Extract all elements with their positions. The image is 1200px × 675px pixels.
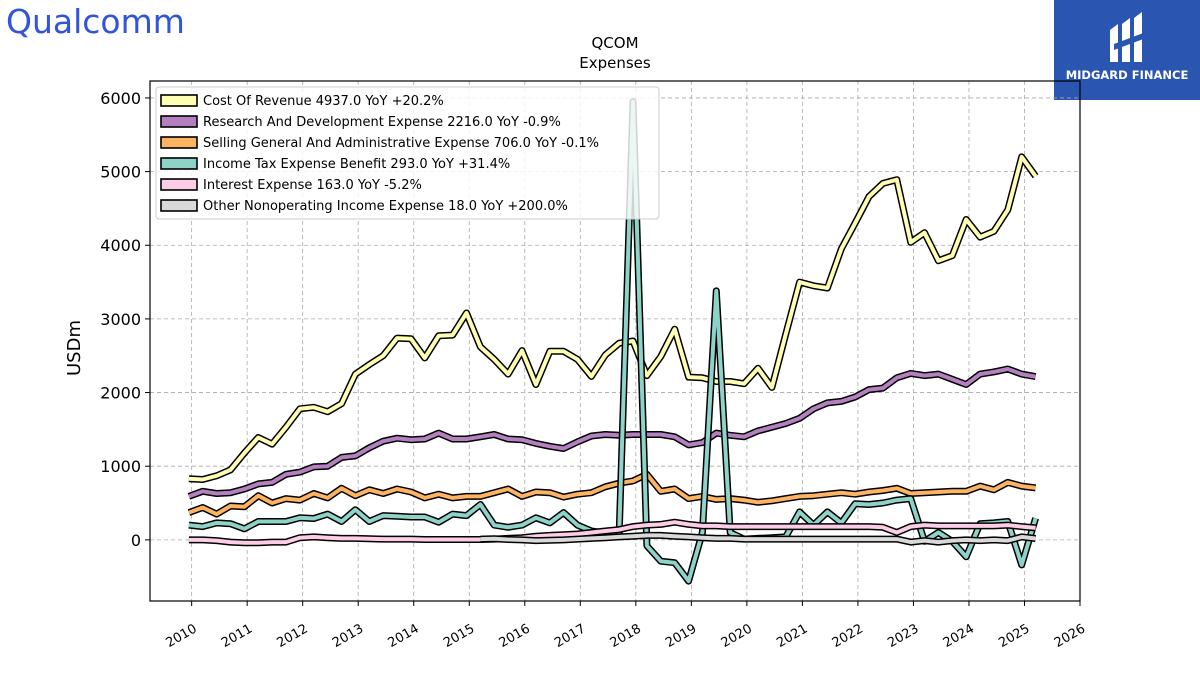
- series-line: [188, 367, 1036, 499]
- series-line: [480, 533, 1036, 545]
- legend-box: [155, 86, 660, 220]
- chart-subtitle: Expenses: [579, 54, 651, 72]
- legend-label: Research And Development Expense 2216.0 …: [203, 115, 561, 130]
- legend-label: Income Tax Expense Benefit 293.0 YoY +31…: [203, 157, 510, 172]
- x-tick-label: 2014: [386, 621, 422, 651]
- legend-swatch: [160, 178, 198, 191]
- series-layer: [187, 98, 1039, 585]
- x-tick-label: 2017: [552, 621, 588, 651]
- x-axis-ticks: 2010 2011 2012 2013 2014 2015 2016 2017 2018 2019…: [163, 601, 1088, 651]
- x-tick-label: 2021: [774, 621, 810, 651]
- y-tick-label: 2000: [100, 384, 141, 403]
- legend-label: Other Nonoperating Income Expense 18.0 Y…: [203, 199, 568, 214]
- legend-item: Cost Of Revenue 4937.0 YoY +20.2%: [160, 94, 444, 109]
- y-tick-label: 6000: [100, 89, 141, 108]
- y-tick-label: 4000: [100, 236, 141, 255]
- y-axis-ticks: 0 1000 2000 3000 4000 5000 6000: [100, 89, 150, 550]
- y-tick-label: 5000: [100, 163, 141, 182]
- legend-item: Research And Development Expense 2216.0 …: [160, 115, 561, 130]
- x-tick-label: 2025: [996, 621, 1032, 651]
- legend-label: Cost Of Revenue 4937.0 YoY +20.2%: [203, 94, 444, 109]
- x-tick-label: 2022: [830, 621, 866, 651]
- midgard-finance-logo: MIDGARD FINANCE: [1054, 0, 1200, 100]
- x-tick-label: 2011: [219, 621, 255, 651]
- y-axis-label: USDm: [64, 320, 85, 376]
- x-tick-label: 2024: [941, 621, 977, 651]
- x-tick-label: 2023: [885, 621, 921, 651]
- series-line: [188, 520, 1036, 545]
- legend-swatch: [160, 199, 198, 212]
- y-tick-label: 0: [131, 531, 141, 550]
- qualcomm-logo: Qualcomm: [6, 2, 185, 41]
- x-tick-label: 2012: [275, 621, 311, 651]
- legend-swatch: [160, 157, 198, 170]
- legend-item: Other Nonoperating Income Expense 18.0 Y…: [160, 199, 568, 214]
- x-tick-label: 2020: [719, 621, 755, 651]
- series-line-outline: [187, 365, 1037, 500]
- legend-label: Interest Expense 163.0 YoY -5.2%: [203, 178, 422, 193]
- midgard-finance-mark-icon: [1110, 12, 1146, 62]
- series-2: [187, 470, 1037, 518]
- legend-swatch: [160, 115, 198, 128]
- x-tick-label: 2018: [608, 621, 644, 651]
- x-tick-label: 2016: [497, 621, 533, 651]
- series-1: [187, 365, 1037, 500]
- legend-label: Selling General And Administrative Expen…: [203, 136, 599, 151]
- series-5: [480, 531, 1037, 546]
- series-line: [188, 472, 1036, 517]
- chart-title: QCOM: [591, 34, 638, 52]
- legend-swatch: [160, 94, 198, 107]
- legend-item: Interest Expense 163.0 YoY -5.2%: [160, 178, 422, 193]
- series-0: [188, 153, 1039, 483]
- y-tick-label: 3000: [100, 310, 141, 329]
- legend-swatch: [160, 136, 198, 149]
- x-tick-label: 2019: [663, 621, 699, 651]
- midgard-finance-text: MIDGARD FINANCE: [1065, 68, 1189, 82]
- series-4: [188, 518, 1036, 547]
- legend: Cost Of Revenue 4937.0 YoY +20.2% Researc…: [155, 86, 660, 220]
- x-tick-label: 2010: [163, 621, 199, 651]
- y-tick-label: 1000: [100, 457, 141, 476]
- legend-item: Selling General And Administrative Expen…: [160, 136, 599, 151]
- x-tick-label: 2015: [441, 621, 477, 651]
- plot-frame: [149, 80, 1081, 602]
- series-line: [188, 154, 1038, 482]
- x-tick-label: 2013: [330, 621, 366, 651]
- x-tick-label: 2026: [1052, 621, 1088, 651]
- legend-item: Income Tax Expense Benefit 293.0 YoY +31…: [160, 157, 510, 172]
